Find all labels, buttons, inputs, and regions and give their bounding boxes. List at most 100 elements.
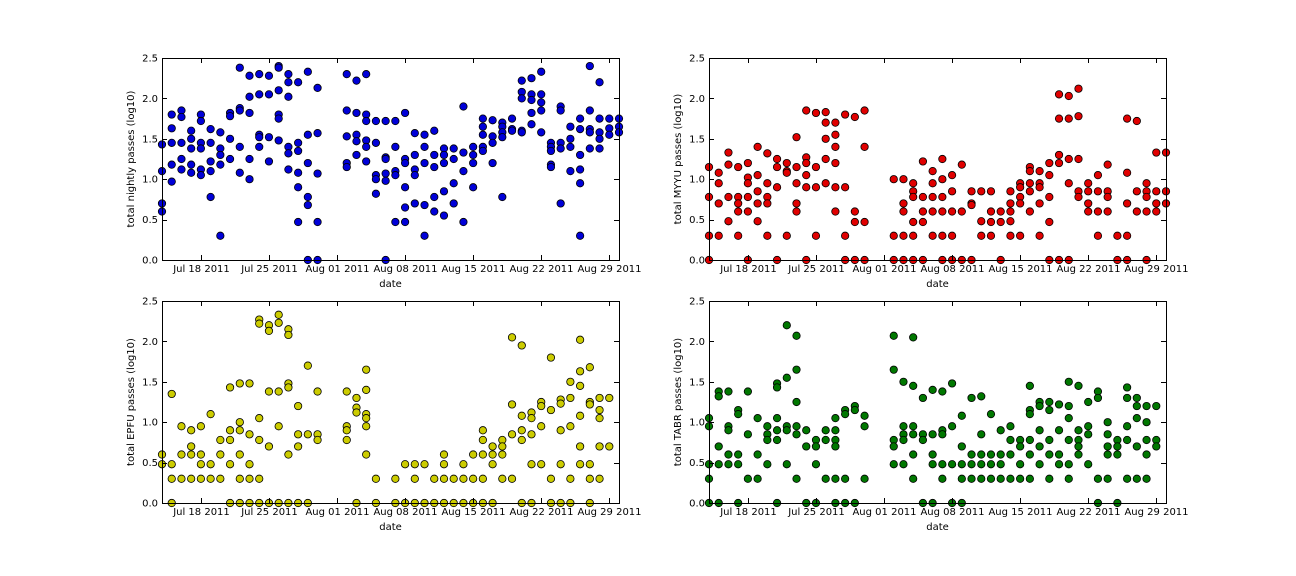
data-point — [177, 474, 186, 483]
data-point — [860, 217, 869, 227]
data-point — [255, 90, 264, 99]
data-point — [517, 411, 526, 420]
x-tick-label: Aug 08 2011 — [373, 507, 437, 518]
data-point — [245, 379, 254, 388]
data-point — [977, 231, 986, 240]
data-point — [400, 183, 410, 192]
data-point — [860, 474, 869, 483]
data-point — [1006, 231, 1015, 240]
data-point — [1132, 401, 1141, 411]
x-tick-label: Aug 22 2011 — [1056, 264, 1120, 275]
data-point — [537, 460, 546, 469]
data-point — [167, 460, 176, 469]
chart-epfu: 0.0 0.5 1.0 1.5 2.0 2.5 Jul 18 2011 Jul 25 2011… — [126, 297, 642, 534]
data-point — [400, 108, 410, 118]
data-point — [1142, 179, 1151, 188]
data-point — [782, 321, 791, 330]
data-point — [743, 192, 752, 202]
data-point — [811, 231, 821, 240]
data-point — [743, 158, 752, 168]
data-point — [831, 442, 840, 451]
data-point — [938, 430, 947, 439]
data-point — [763, 179, 772, 188]
data-point — [517, 128, 526, 137]
data-point — [410, 474, 419, 483]
y-tick-label: 1.0 — [142, 175, 158, 186]
data-point — [938, 207, 947, 216]
data-point — [772, 435, 782, 445]
data-point — [196, 474, 205, 483]
data-point — [1006, 422, 1015, 431]
data-point — [1074, 192, 1083, 202]
data-point — [938, 175, 947, 184]
data-point — [537, 422, 546, 431]
data-point — [967, 393, 976, 403]
data-point — [381, 116, 390, 126]
data-point — [235, 474, 244, 483]
data-point — [216, 474, 225, 483]
data-point — [1123, 422, 1132, 431]
data-point — [469, 142, 478, 151]
data-point — [235, 142, 244, 151]
data-point — [225, 383, 235, 392]
data-point — [449, 199, 458, 208]
data-point — [1132, 442, 1141, 451]
data-point — [167, 177, 176, 186]
data-point — [595, 405, 604, 415]
data-point — [1084, 397, 1093, 407]
data-point — [714, 231, 723, 240]
data-point — [753, 199, 762, 208]
data-point — [1103, 418, 1112, 427]
x-tick-label: Jul 25 2011 — [240, 264, 298, 275]
data-point — [947, 231, 957, 240]
data-point — [439, 450, 449, 459]
data-point — [566, 474, 575, 483]
data-point — [167, 389, 176, 399]
data-point — [595, 144, 604, 153]
data-point — [546, 146, 556, 156]
data-point — [1035, 460, 1044, 469]
data-point — [177, 138, 186, 147]
data-point — [595, 78, 604, 87]
data-point — [841, 410, 850, 419]
data-point — [410, 171, 419, 180]
data-point — [977, 450, 986, 459]
data-point — [957, 460, 966, 469]
data-point — [996, 426, 1005, 435]
data-point — [947, 422, 957, 431]
data-point — [1035, 199, 1044, 208]
data-point — [1045, 474, 1054, 483]
data-point — [371, 189, 381, 198]
data-point — [274, 318, 283, 327]
data-point — [216, 160, 225, 169]
data-point — [947, 187, 957, 196]
data-point — [313, 387, 322, 396]
data-point — [566, 167, 575, 176]
data-point — [928, 385, 937, 394]
data-point — [1025, 381, 1034, 390]
data-point — [478, 146, 487, 156]
data-point — [1054, 460, 1064, 469]
data-point — [1152, 199, 1161, 208]
data-point — [734, 450, 743, 459]
data-point — [400, 217, 410, 227]
data-point — [772, 383, 782, 392]
data-point — [362, 157, 371, 166]
data-point — [284, 383, 293, 392]
data-point — [734, 199, 743, 208]
data-point — [772, 162, 782, 172]
data-point — [187, 126, 196, 135]
data-point — [352, 76, 361, 85]
data-point — [342, 435, 351, 445]
x-tick-label: Aug 22 2011 — [1056, 507, 1120, 518]
data-point — [831, 426, 840, 435]
data-point — [206, 410, 215, 419]
data-point — [763, 231, 772, 240]
data-point — [967, 450, 976, 459]
data-point — [909, 450, 918, 459]
chart-myyu: 0.0 0.5 1.0 1.5 2.0 2.5 Jul 18 2011 Jul 25 2011… — [673, 54, 1189, 291]
x-tick-label: Aug 29 2011 — [1124, 507, 1188, 518]
data-point — [605, 130, 614, 139]
data-point — [928, 430, 937, 439]
data-point — [1025, 187, 1034, 196]
